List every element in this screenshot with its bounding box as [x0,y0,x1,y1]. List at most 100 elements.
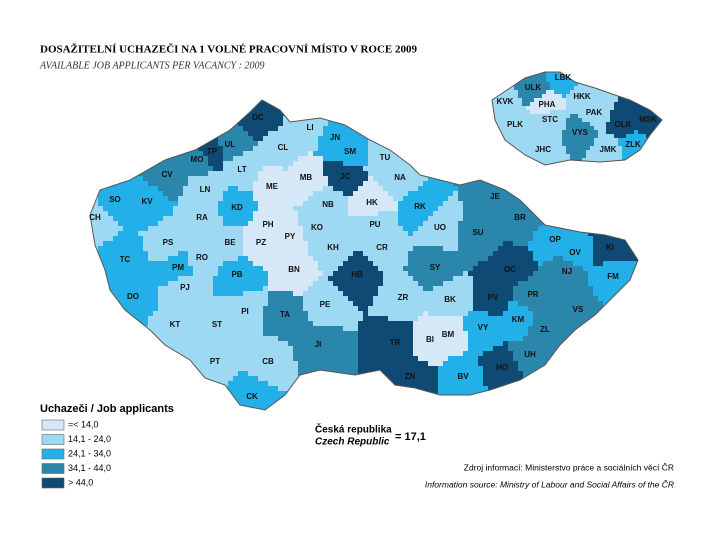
district-cell [223,361,229,367]
district-cell [463,241,469,247]
district-cell [318,216,324,222]
district-cell [398,316,404,322]
district-cell [213,266,219,272]
district-cell [148,216,154,222]
district-cell [403,351,409,357]
district-cell [398,236,404,242]
district-cell [173,116,179,122]
district-cell [123,126,129,132]
district-cell [308,101,314,107]
district-cell [453,291,459,297]
district-cell [228,301,234,307]
district-cell [248,171,254,177]
district-cell [293,126,299,132]
district-cell [373,266,379,272]
district-cell [233,386,239,392]
district-cell [398,211,404,217]
district-cell [293,276,299,282]
district-cell [198,281,204,287]
district-cell [343,296,349,302]
district-cell [423,181,429,187]
district-cell [173,286,179,292]
district-cell [168,196,174,202]
district-cell [368,316,374,322]
district-cell [233,271,239,277]
district-cell [183,396,189,402]
district-cell [128,216,134,222]
district-cell [353,191,359,197]
district-cell [433,101,439,107]
district-cell [473,256,479,262]
district-cell [168,141,174,147]
district-cell [423,356,429,362]
district-cell [163,301,169,307]
district-cell [218,146,224,152]
district-cell [358,196,364,202]
district-cell [343,386,349,392]
district-cell [428,111,434,117]
district-cell [323,401,329,407]
district-cell [198,341,204,347]
district-cell [248,306,254,312]
district-cell [248,391,254,397]
district-cell [468,266,474,272]
district-cell [263,291,269,297]
district-cell [418,261,424,267]
district-cell [213,251,219,257]
district-cell [358,266,364,272]
district-cell [473,236,479,242]
district-cell [398,251,404,257]
district-cell [393,271,399,277]
district-cell [253,131,259,137]
district-cell [313,396,319,402]
district-cell [313,121,319,127]
district-cell [373,176,379,182]
district-cell [468,151,474,157]
district-cell [223,216,229,222]
district-cell [458,131,464,137]
district-cell [128,306,134,312]
district-cell [98,161,104,167]
district-cell [453,371,459,377]
district-cell [93,271,99,277]
district-cell [168,271,174,277]
district-cell [433,111,439,117]
district-cell [123,306,129,312]
district-cell [178,161,184,167]
district-cell [168,356,174,362]
district-cell [473,281,479,287]
district-cell [228,351,234,357]
district-cell [448,381,454,387]
district-cell [178,101,184,107]
district-cell [93,346,99,352]
district-cell [108,146,114,152]
district-cell [138,356,144,362]
district-cell [343,226,349,232]
district-cell [343,246,349,252]
district-cell [248,126,254,132]
district-cell [303,211,309,217]
district-cell [458,376,464,382]
district-cell [253,286,259,292]
district-cell [123,281,129,287]
district-cell [303,231,309,237]
district-cell [268,271,274,277]
district-cell [258,146,264,152]
district-cell [208,191,214,197]
district-cell [343,366,349,372]
district-cell [113,376,119,382]
district-cell [293,186,299,192]
district-cell [333,146,339,152]
district-cell [168,326,174,332]
district-cell [303,121,309,127]
district-cell [273,241,279,247]
district-cell [203,331,209,337]
district-cell [158,346,164,352]
district-cell [128,186,134,192]
district-cell [253,326,259,332]
district-cell [473,181,479,187]
district-cell [193,241,199,247]
district-cell [103,111,109,117]
district-cell [133,276,139,282]
district-cell [168,256,174,262]
